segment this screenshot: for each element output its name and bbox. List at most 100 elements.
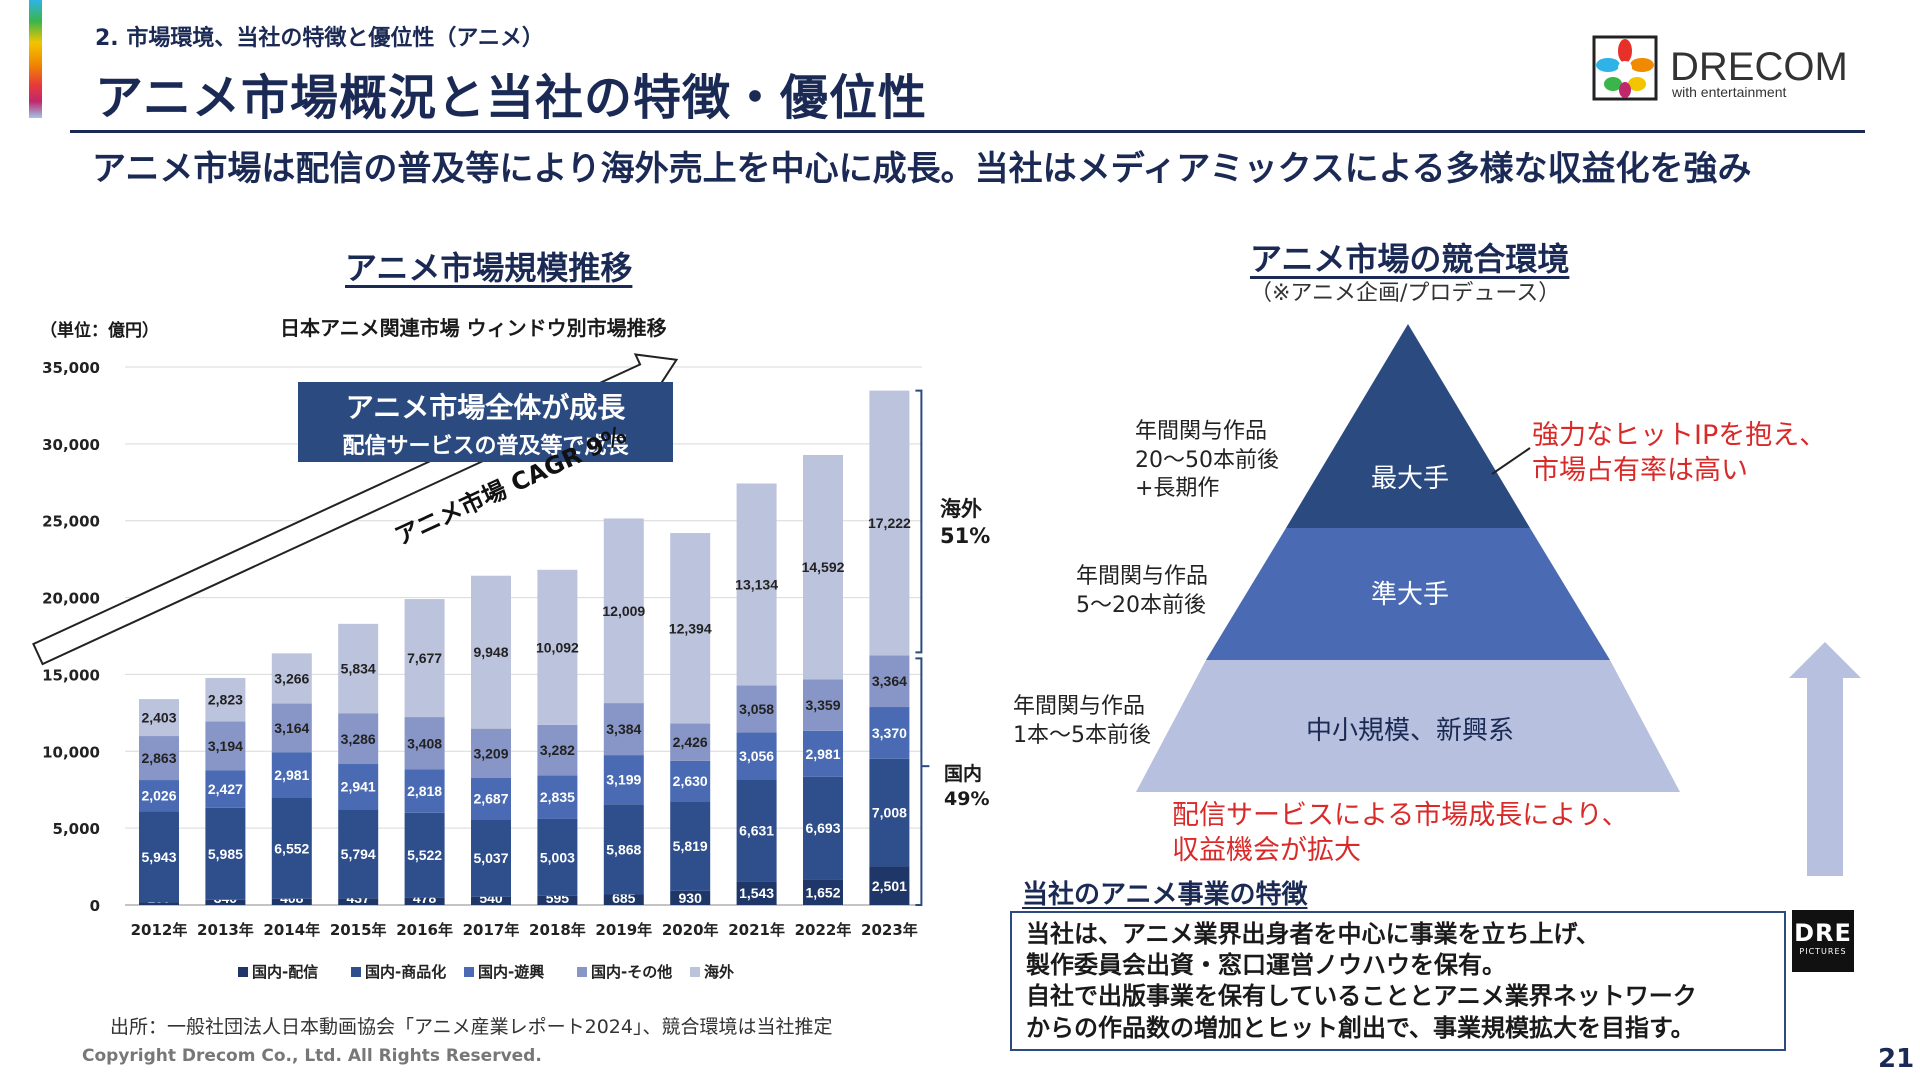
chart-heading: アニメ市場規模推移 [345,249,633,287]
data-label: 3,058 [739,701,774,717]
x-tick-label: 2021年 [728,921,785,939]
bar-segment [603,894,644,905]
data-label: 5,003 [540,849,575,865]
tier-label-middle: 準大手 [1370,580,1449,610]
x-tick-label: 2018年 [529,921,586,939]
bar-segment [271,798,312,899]
data-label: 3,282 [540,742,575,758]
domestic-share-label: 国内 49% [944,762,989,811]
legend-label: 国内-配信 [252,963,318,981]
data-label: 13,134 [735,576,778,592]
overseas-label: 海外 [940,497,982,521]
data-label: 3,056 [739,748,774,764]
data-label: 2,427 [208,781,243,797]
growth-up-arrow-icon [1789,642,1861,876]
logo-wordmark: DRECOM [1670,45,1848,89]
copyright: Copyright Drecom Co., Ltd. All Rights Re… [82,1046,542,1066]
bar-segment [869,655,910,708]
y-tick-label: 15,000 [42,666,100,684]
tier-label-top: 最大手 [1370,464,1449,494]
data-label: 2,501 [872,878,907,894]
callout-line: 収益機会が拡大 [1172,835,1361,867]
bar-segment [404,812,445,898]
overseas-pct: 51% [940,524,991,549]
data-label: 1,543 [739,885,774,901]
bar-segment [471,728,511,778]
data-label: 2,823 [208,692,243,708]
domestic-pct: 49% [944,787,990,810]
dre-logo-main: DRE [1794,919,1852,947]
bar-segment [271,898,312,905]
x-tick-label: 2019年 [595,921,652,939]
bar-segment [139,811,179,903]
dre-logo-sub: PICTURES [1799,947,1847,956]
bar-segment [803,730,843,777]
bar-segment [537,895,578,905]
bar-segment [537,569,578,725]
bar-segment [603,755,644,805]
data-label: 2,863 [141,750,176,766]
bar-segment [537,818,578,896]
bar-segment [471,819,511,897]
data-label: 3,359 [805,697,840,713]
bar-segment [338,623,379,714]
y-tick-label: 5,000 [53,820,100,838]
chart-title: 日本アニメ関連市場 ウィンドウ別市場推移 [280,316,667,340]
tier-note-line: 年間関与作品 [1076,564,1209,589]
data-label: 5,943 [141,849,176,865]
legend-label: 国内-商品化 [365,963,446,981]
breadcrumb: 2. 市場環境、当社の特徴と優位性（アニメ） [95,26,544,51]
bar-segment [205,807,246,900]
pyramid-tier-bottom [1136,660,1680,792]
tier-note-line: 年間関与作品 [1013,694,1146,719]
data-label: 2,981 [805,746,840,762]
tier-note-line: +長期作 [1135,476,1220,502]
data-label: 3,266 [274,670,309,686]
color-accent-bar [29,0,42,118]
data-label: 5,819 [673,838,708,854]
legend-swatch [351,967,361,977]
bar-segment [205,770,246,808]
tier-note-top: 年間関与作品 20〜50本前後 +長期作 [1135,418,1279,504]
top-tier-callout: 強力なヒットIPを抱え、 市場占有率は高い [1532,418,1826,488]
bar-segment [139,902,179,905]
y-tick-label: 25,000 [42,513,100,531]
tier-note-bottom: 年間関与作品 1本〜5本前後 [1013,693,1151,750]
callout-pointer-line [1491,447,1531,475]
bar-segment [338,898,379,905]
x-tick-label: 2023年 [861,921,918,939]
bar-segment [471,575,511,729]
bar-segment [869,758,910,867]
competition-pyramid [1136,324,1680,792]
bar-segment [736,685,777,733]
bar-segment [271,653,312,704]
data-label: 6,631 [739,822,774,838]
overseas-bracket [915,389,923,654]
bar-segment [338,713,379,765]
y-tick-label: 0 [90,897,100,915]
data-label: 5,522 [407,847,442,863]
bar-segment [338,764,379,810]
source-note: 出所：一般社団法人日本動画協会「アニメ産業レポート2024」、競合環境は当社推定 [110,1016,833,1038]
bar-segment [869,390,910,656]
tier-note-line: 5〜20本前後 [1076,592,1206,618]
bar-segment [139,736,179,781]
unit-label: （単位：億円） [40,321,159,341]
data-label: 5,834 [341,661,376,677]
legend-swatch [577,967,587,977]
bar-segment [670,533,711,724]
bar-segment [869,866,910,905]
data-label: 3,408 [407,735,442,751]
page-number: 21 [1878,1044,1915,1074]
data-label: 3,364 [872,673,907,689]
bar-segment [338,809,379,899]
x-tick-label: 2022年 [795,921,852,939]
x-tick-label: 2015年 [330,921,387,939]
data-label: 2,941 [341,779,376,795]
y-tick-label: 10,000 [42,743,100,761]
data-label: 3,194 [208,738,243,754]
data-label: 5,037 [473,850,508,866]
tier-note-line: 年間関与作品 [1135,419,1268,444]
x-tick-label: 2014年 [263,921,320,939]
data-label: 3,286 [341,731,376,747]
